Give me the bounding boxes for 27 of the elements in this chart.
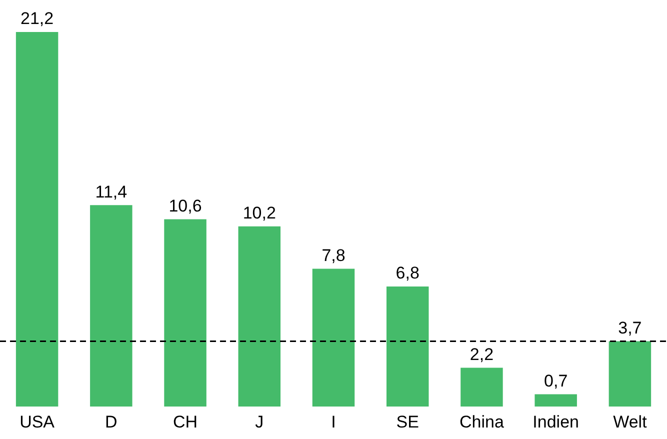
bar [90,205,132,407]
bar [238,226,281,407]
x-tick-label: I [331,412,336,432]
x-tick-label: China [460,412,504,432]
x-tick-label: D [105,412,118,432]
data-label: 10,2 [242,204,276,223]
bar [460,368,503,407]
data-label: 21,2 [20,9,54,28]
x-tick-label: J [255,412,264,432]
data-label: 2,2 [470,344,494,364]
bar [608,341,652,407]
bar [16,32,58,407]
data-label: 0,7 [544,371,568,390]
data-label: 10,6 [168,196,202,216]
data-label: 3,7 [618,318,642,338]
bar [312,268,355,407]
bar [534,394,577,407]
x-tick-label: Welt [613,412,648,432]
data-label: 7,8 [322,246,346,265]
data-label: 11,4 [95,182,128,202]
x-tick-label: Indien [532,412,579,432]
x-tick-label: CH [172,412,198,432]
x-tick-label: SE [396,412,419,432]
x-tick-label: USA [20,412,56,432]
bar [386,286,429,407]
bar [164,219,206,407]
data-label: 6,8 [396,264,420,283]
